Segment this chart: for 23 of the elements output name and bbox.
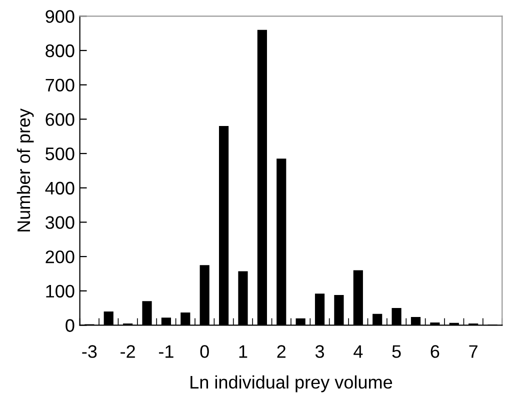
x-tick-label: -1	[158, 345, 174, 358]
x-axis-title: Ln individual prey volume	[190, 375, 392, 392]
y-tick-label: 600	[46, 113, 74, 126]
y-tick-label: 200	[46, 250, 74, 264]
y-tick-label: 400	[45, 182, 74, 195]
x-tick-label: 0	[200, 345, 209, 358]
x-tick-label: 6	[430, 345, 440, 358]
x-tick-label: 4	[354, 345, 363, 358]
y-tick-label: 900	[46, 10, 74, 23]
y-tick-label: 300	[46, 216, 74, 229]
x-tick-label: 5	[392, 345, 401, 358]
y-tick-label: 800	[46, 44, 74, 58]
y-tick-label: 700	[46, 78, 74, 92]
y-axis-title: Number of prey	[16, 108, 34, 232]
x-tick-label: 2	[277, 345, 286, 358]
x-tick-label: -2	[120, 345, 135, 358]
x-tick-label: -3	[82, 345, 97, 358]
y-tick-label: 100	[46, 284, 74, 298]
x-tick-label: 7	[469, 345, 478, 358]
x-tick-label: 1	[239, 345, 248, 358]
x-tick-label: 3	[315, 345, 324, 358]
y-tick-label: 500	[46, 147, 74, 160]
y-tick-label: 0	[66, 319, 74, 332]
